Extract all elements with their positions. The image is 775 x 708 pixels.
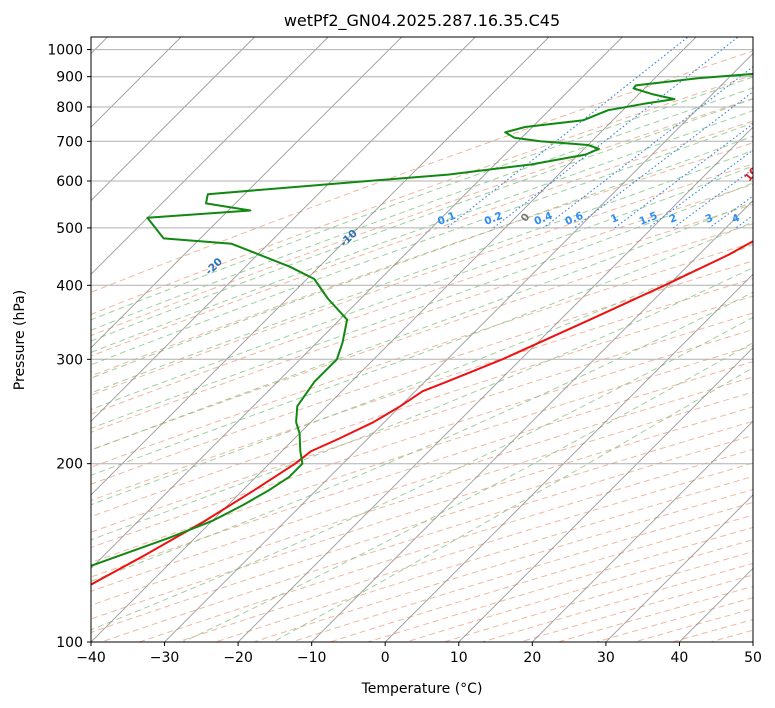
y-tick-label: 300: [56, 352, 83, 368]
x-tick-label: −30: [150, 650, 180, 666]
plot-frame: [90, 36, 754, 643]
mixing-ratio-line: [493, 37, 739, 229]
mixing-ratio-line: [672, 168, 753, 229]
mixing-ratio-line: [614, 123, 753, 229]
x-tick-label: 10: [450, 650, 468, 666]
moist-adiabat-line: [91, 135, 753, 379]
x-tick-label: −20: [223, 650, 253, 666]
isotherm-line: [237, 126, 753, 642]
moist-adiabat-line: [91, 122, 753, 366]
dry-adiabat-line: [91, 420, 753, 633]
isotherm-line: [384, 273, 753, 642]
x-tick-label: 0: [381, 650, 390, 666]
chart-title: wetPf2_GN04.2025.287.16.35.C45: [284, 11, 560, 31]
isotherm-line: [531, 420, 753, 642]
dry-adiabat-line: [91, 74, 753, 315]
mixing-ratio-label: 1: [609, 212, 620, 226]
dry-adiabat-line: [328, 514, 753, 642]
dry-adiabat-line: [91, 50, 753, 293]
mixing-ratio-label: 2: [668, 212, 679, 226]
dry-adiabat-line: [91, 312, 753, 533]
y-tick-label: 1000: [47, 43, 83, 59]
moist-adiabat-line: [91, 98, 753, 342]
isotherm-line: [163, 52, 753, 642]
isotherm-line: [91, 37, 550, 496]
dry-adiabat-line: [366, 526, 753, 642]
x-axis-label: Temperature (°C): [361, 681, 483, 697]
y-tick-label: 400: [56, 278, 83, 294]
dry-adiabat-line: [91, 345, 753, 563]
x-tick-label: −10: [297, 650, 327, 666]
x-axis-ticks: −40 −30 −20 −10 0 10 20 30 40 50: [76, 642, 762, 666]
isotherm-line: [91, 37, 256, 202]
x-tick-label: 50: [744, 650, 762, 666]
moist-adiabat-label: 10: [742, 165, 761, 184]
y-axis-ticks: 100 200 300 400 500 600 700 800 900 1000: [47, 43, 91, 651]
dry-adiabat-line: [91, 391, 753, 606]
dry-adiabat-line: [91, 242, 753, 468]
y-axis-label: Pressure (hPa): [12, 290, 28, 390]
moist-adiabat-line: [91, 221, 753, 476]
y-tick-label: 100: [56, 635, 83, 651]
y-tick-label: 700: [56, 134, 83, 150]
dry-adiabat-line: [91, 360, 753, 578]
x-tick-label: 40: [671, 650, 689, 666]
dry-adiabat-line: [91, 329, 753, 549]
mixing-ratio-line: [543, 66, 753, 229]
y-tick-label: 600: [56, 174, 83, 190]
x-tick-label: 20: [523, 650, 541, 666]
dry-adiabat-line: [91, 183, 753, 415]
x-tick-label: 30: [597, 650, 615, 666]
moist-adiabat-line: [91, 267, 753, 541]
moist-adiabat-line: [91, 201, 753, 451]
dry-adiabat-line: [213, 475, 753, 642]
isotherm-line: [91, 37, 624, 570]
dry-adiabat-line: [91, 223, 753, 451]
dry-adiabat-line: [175, 462, 753, 642]
isotherm-line: [91, 37, 403, 349]
isotherm-line: [605, 494, 753, 642]
mixing-ratio-line: [446, 37, 689, 229]
moist-adiabat-line: [91, 87, 753, 331]
y-tick-label: 900: [56, 70, 83, 86]
dry-adiabat-line: [91, 203, 753, 433]
moist-adiabat-line: [181, 342, 753, 642]
y-tick-label: 500: [56, 221, 83, 237]
profile-series: [91, 72, 753, 586]
y-tick-label: 800: [56, 100, 83, 116]
mixing-ratio-label: 3: [704, 212, 715, 226]
moist-adiabat-line: [91, 182, 753, 429]
isotherm-line: [311, 199, 753, 642]
isotherm-line: [91, 37, 697, 642]
mixing-ratio-label: 4: [730, 212, 741, 226]
temperature-profile-line: [91, 240, 753, 586]
y-tick-label: 200: [56, 457, 83, 473]
background-lines: [91, 37, 753, 642]
isotherm-line: [91, 37, 476, 422]
x-tick-label: −40: [76, 650, 106, 666]
dewpoint-profile-line: [91, 72, 753, 567]
dry-adiabat-line: [91, 97, 753, 337]
isotherm-line: [458, 347, 753, 642]
isotherm-line: [91, 37, 329, 275]
dry-adiabat-line: [91, 406, 753, 620]
